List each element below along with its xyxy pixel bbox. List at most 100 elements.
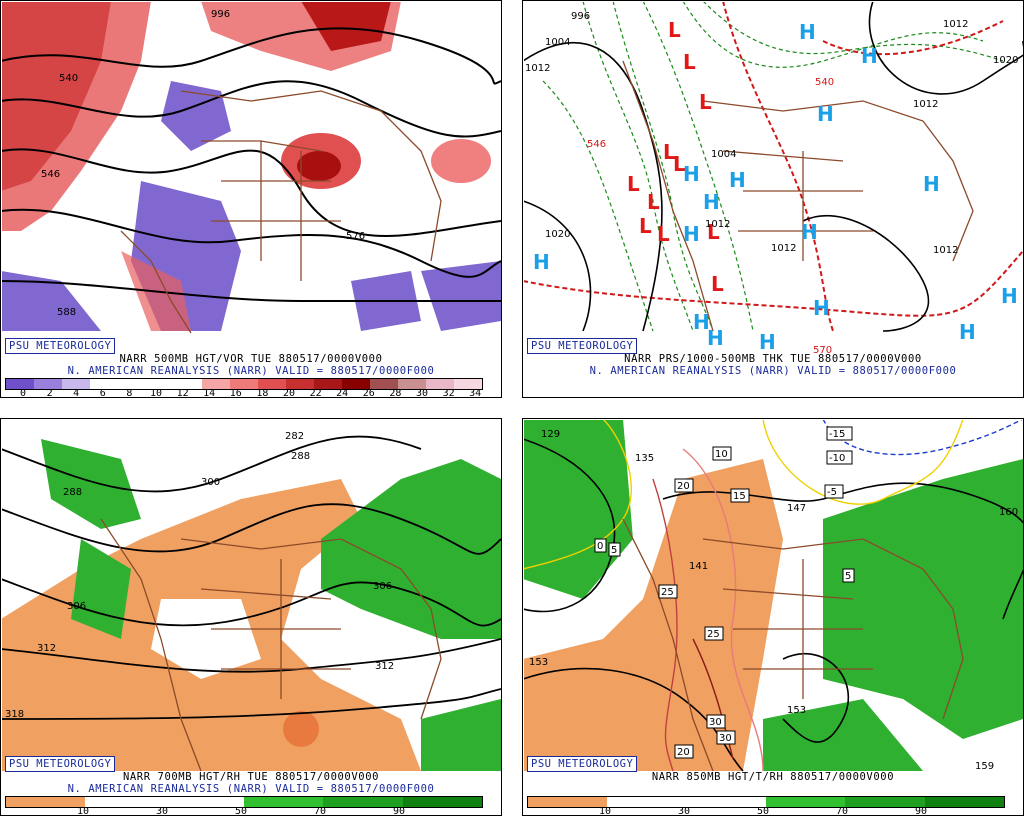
temperature-label: -5 <box>827 487 837 498</box>
low-pressure-marker: L <box>707 220 720 244</box>
map-500mb: 540 546 576 588 996 <box>2 2 501 334</box>
thickness-label: 540 <box>815 77 834 88</box>
contour-label: 1004 <box>711 149 736 160</box>
contour-label: 147 <box>787 503 806 514</box>
high-pressure-marker: H <box>683 162 700 186</box>
temperature-label-box <box>674 478 694 493</box>
temperature-label: -10 <box>829 453 845 464</box>
product-title: NARR 850MB HGT/T/RH 880517/0000V000 <box>651 771 895 783</box>
temperature-label: 25 <box>707 629 720 640</box>
thickness-label: 546 <box>587 139 606 150</box>
colorbar-segment <box>118 379 146 389</box>
product-title: NARR 500MB HGT/VOR TUE 880517/0000V000 <box>119 353 383 365</box>
colorbar-segment <box>845 797 925 807</box>
product-title: NARR PRS/1000-500MB THK TUE 880517/0000V… <box>624 353 922 365</box>
high-pressure-marker: H <box>1001 284 1018 308</box>
contour-label: 288 <box>291 451 310 462</box>
temperature-label-box <box>674 744 694 759</box>
map-700mb: 282 288 300 288 306 306 312 312 318 <box>2 431 501 772</box>
colorbar-tick-label: 26 <box>362 388 375 399</box>
contour-label: 159 <box>975 761 994 772</box>
colorbar <box>5 796 483 808</box>
high-pressure-marker: H <box>703 190 720 214</box>
colorbar-ticks: 10 30 50 70 90 <box>1 806 501 818</box>
contour-label: 135 <box>635 453 654 464</box>
colorbar-segment <box>174 379 202 389</box>
colorbar-segment <box>426 379 454 389</box>
colorbar-tick-label: 0 <box>19 388 27 399</box>
temperature-label-box <box>712 446 732 461</box>
temperature-label: 10 <box>715 449 728 460</box>
contour-label: 588 <box>57 307 76 318</box>
colorbar-tick-label: 32 <box>442 388 455 399</box>
contour-label: 1004 <box>545 37 570 48</box>
temperature-label: 30 <box>709 717 722 728</box>
temperature-label: 25 <box>661 587 674 598</box>
colorbar-segment <box>34 379 62 389</box>
colorbar-segment <box>243 797 324 807</box>
colorbar-tick-label: 70 <box>313 806 327 817</box>
temperature-label-box <box>594 538 607 553</box>
high-pressure-marker: H <box>959 320 976 344</box>
product-title: NARR 700MB HGT/RH TUE 880517/0000V000 <box>122 771 380 783</box>
high-pressure-marker: H <box>923 172 940 196</box>
colorbar-segment <box>202 379 230 389</box>
low-pressure-marker: L <box>639 214 652 238</box>
colorbar-tick-label: 28 <box>389 388 402 399</box>
colorbar-tick-label: 34 <box>469 388 482 399</box>
colorbar-segment <box>924 797 1004 807</box>
contour-label: 576 <box>346 231 365 242</box>
colorbar <box>527 796 1005 808</box>
temperature-label: 30 <box>719 733 732 744</box>
contour-label: 318 <box>5 709 24 720</box>
colorbar-segment <box>528 797 608 807</box>
colorbar-ticks: 0 2 4 6 8 10 12 14 16 18 20 22 24 26 28 30 32 34 <box>1 388 501 400</box>
contour-label: 1012 <box>525 63 550 74</box>
temperature-label-box <box>826 450 853 465</box>
high-pressure-marker: H <box>707 326 724 350</box>
high-pressure-marker: H <box>817 102 834 126</box>
temperature-label-box <box>842 568 855 583</box>
colorbar-tick-label: 50 <box>756 806 770 817</box>
contour-label: 129 <box>541 429 560 440</box>
colorbar-tick-label: 2 <box>46 388 53 399</box>
psu-meteorology-badge: PSU METEOROLOGY <box>527 756 638 772</box>
contour-label: 300 <box>201 477 220 488</box>
high-pressure-marker: H <box>801 220 818 244</box>
temperature-label: 15 <box>733 491 746 502</box>
temperature-label: 0 <box>597 541 603 552</box>
valid-time: N. AMERICAN REANALYSIS (NARR) VALID = 88… <box>67 783 435 795</box>
psu-meteorology-badge: PSU METEOROLOGY <box>527 338 638 354</box>
low-pressure-marker: L <box>627 172 640 196</box>
colorbar-segment <box>402 797 482 807</box>
contour-label: 153 <box>529 657 548 668</box>
colorbar-segment <box>230 379 258 389</box>
panel-850mb-hgt-t-rh: 129 135 141 147 153 153 159 160 -15 -10 -5… <box>522 418 1024 817</box>
colorbar-segment <box>342 379 370 389</box>
panel-700mb-hgt-rh: 282 288 300 288 306 306 312 312 318 PSU … <box>0 418 502 818</box>
colorbar-tick-label: 90 <box>914 806 928 817</box>
contour-label: 1020 <box>545 229 570 240</box>
colorbar-tick-label: 12 <box>176 388 189 399</box>
valid-time: N. AMERICAN REANALYSIS (NARR) VALID = 88… <box>589 365 957 377</box>
colorbar-tick-label: 8 <box>126 388 133 399</box>
colorbar-segment <box>398 379 426 389</box>
contour-label: 996 <box>571 11 590 22</box>
contour-label: 1020 <box>993 55 1018 66</box>
colorbar-segment <box>164 797 244 807</box>
colorbar-tick-label: 50 <box>234 806 248 817</box>
contour-label: 288 <box>63 487 82 498</box>
colorbar-segment <box>146 379 174 389</box>
colorbar-tick-label: 16 <box>229 388 242 399</box>
low-pressure-marker: L <box>647 190 660 214</box>
high-pressure-marker: H <box>861 44 878 68</box>
temperature-label: 5 <box>611 545 617 556</box>
colorbar-segment <box>370 379 398 389</box>
colorbar-segment <box>90 379 118 389</box>
colorbar-tick-label: 6 <box>99 388 106 399</box>
low-pressure-marker: L <box>668 18 681 42</box>
temperature-label-box <box>824 484 844 499</box>
contour-label: 540 <box>59 73 78 84</box>
